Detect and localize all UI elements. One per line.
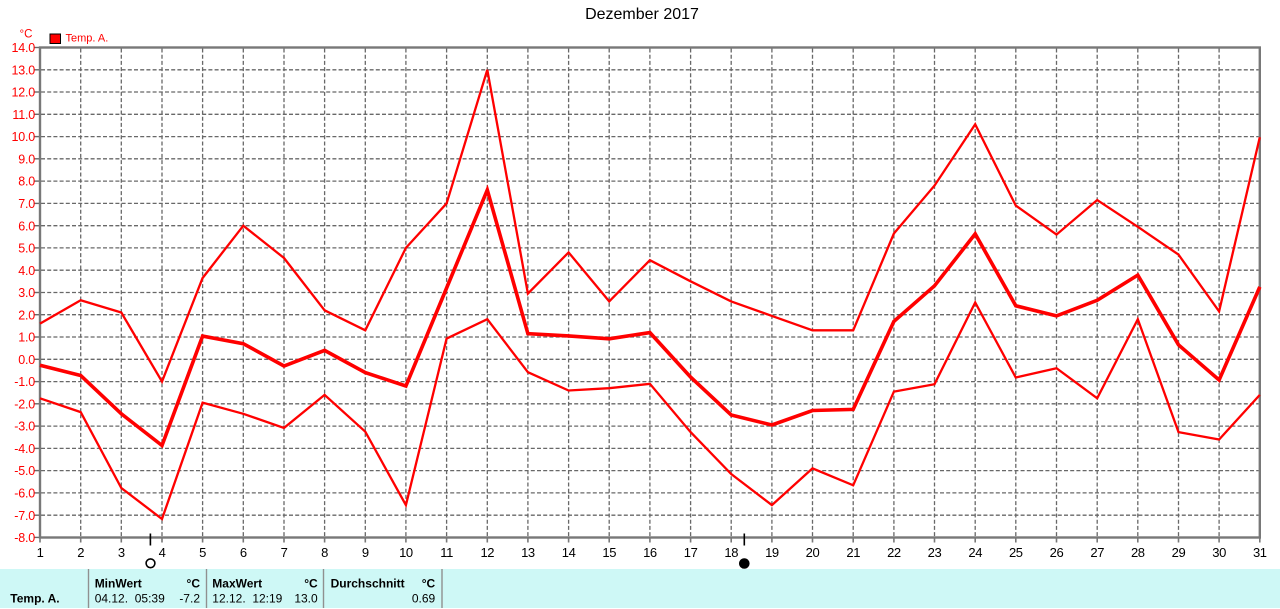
svg-text:9: 9 [362, 545, 369, 560]
svg-text:-8.0: -8.0 [14, 531, 35, 545]
svg-text:15: 15 [602, 545, 616, 560]
svg-text:11: 11 [440, 545, 453, 560]
svg-text:14.0: 14.0 [11, 41, 35, 55]
svg-text:-6.0: -6.0 [14, 487, 35, 501]
svg-text:04.12. 05:39: 04.12. 05:39 [95, 592, 165, 606]
svg-text:2.0: 2.0 [18, 308, 35, 322]
svg-text:5: 5 [199, 545, 206, 560]
svg-text:12.0: 12.0 [11, 86, 35, 100]
svg-text:Temp. A.: Temp. A. [66, 33, 109, 45]
svg-text:3: 3 [118, 545, 125, 560]
svg-text:16: 16 [643, 545, 657, 560]
svg-text:14: 14 [562, 545, 576, 560]
svg-text:24: 24 [968, 545, 982, 560]
svg-text:10: 10 [399, 545, 413, 560]
svg-text:°C: °C [20, 29, 33, 41]
svg-text:5.0: 5.0 [18, 242, 35, 256]
svg-text:6.0: 6.0 [18, 219, 35, 233]
svg-text:26: 26 [1050, 545, 1064, 560]
svg-text:4: 4 [159, 545, 166, 560]
svg-text:0.69: 0.69 [412, 592, 436, 606]
svg-text:-5.0: -5.0 [14, 464, 35, 478]
svg-text:-4.0: -4.0 [14, 442, 35, 456]
svg-text:23: 23 [928, 545, 942, 560]
svg-text:22: 22 [887, 545, 901, 560]
svg-text:0.0: 0.0 [18, 353, 35, 367]
svg-text:20: 20 [806, 545, 820, 560]
svg-text:4.0: 4.0 [18, 264, 35, 278]
svg-text:-2.0: -2.0 [14, 397, 35, 411]
svg-text:13: 13 [521, 545, 535, 560]
svg-text:Temp. A.: Temp. A. [10, 592, 59, 606]
svg-text:MaxWert: MaxWert [212, 577, 262, 591]
svg-text:-3.0: -3.0 [14, 420, 35, 434]
svg-text:1.0: 1.0 [18, 331, 35, 345]
svg-text:8: 8 [321, 545, 328, 560]
svg-text:2: 2 [77, 545, 84, 560]
svg-text:-7.2: -7.2 [179, 592, 200, 606]
svg-text:21: 21 [846, 545, 860, 560]
svg-text:19: 19 [765, 545, 779, 560]
svg-text:°C: °C [422, 577, 436, 591]
svg-text:13.0: 13.0 [294, 592, 318, 606]
svg-text:27: 27 [1090, 545, 1104, 560]
svg-text:Durchschnitt: Durchschnitt [331, 577, 405, 591]
svg-text:31: 31 [1253, 545, 1267, 560]
svg-text:30: 30 [1212, 545, 1226, 560]
svg-text:12.12. 12:19: 12.12. 12:19 [212, 592, 282, 606]
svg-text:-1.0: -1.0 [14, 375, 35, 389]
svg-text:-7.0: -7.0 [14, 509, 35, 523]
svg-text:8.0: 8.0 [18, 175, 35, 189]
svg-text:MinWert: MinWert [95, 577, 142, 591]
svg-text:9.0: 9.0 [18, 152, 35, 166]
svg-text:°C: °C [304, 577, 318, 591]
svg-text:13.0: 13.0 [11, 63, 35, 77]
svg-text:1: 1 [37, 545, 44, 560]
svg-text:°C: °C [187, 577, 201, 591]
svg-text:11.0: 11.0 [12, 108, 35, 122]
svg-text:7.0: 7.0 [18, 197, 35, 211]
svg-text:28: 28 [1131, 545, 1145, 560]
svg-text:29: 29 [1172, 545, 1186, 560]
svg-text:6: 6 [240, 545, 247, 560]
svg-text:3.0: 3.0 [18, 286, 35, 300]
svg-text:18: 18 [724, 545, 738, 560]
svg-text:10.0: 10.0 [11, 130, 35, 144]
svg-text:7: 7 [281, 545, 288, 560]
svg-text:25: 25 [1009, 545, 1023, 560]
svg-text:Dezember 2017: Dezember 2017 [585, 6, 699, 23]
svg-text:17: 17 [684, 545, 698, 560]
svg-text:12: 12 [480, 545, 494, 560]
